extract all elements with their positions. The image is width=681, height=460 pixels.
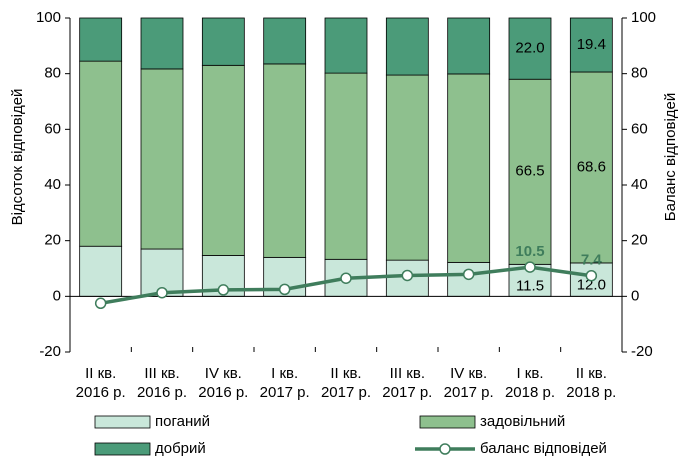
line-label: 10.5 — [515, 243, 544, 260]
y-tick-label: -20 — [39, 343, 61, 360]
x-tick-label: 2017 р. — [260, 384, 310, 401]
bar-segment — [140, 17, 184, 70]
y2-axis-label: Баланс відповідей — [662, 93, 679, 222]
x-tick-label: 2016 р. — [137, 384, 187, 401]
y2-tick-label: 0 — [631, 287, 639, 304]
data-label: 66.5 — [515, 163, 544, 180]
x-tick-label: II кв. — [85, 365, 116, 382]
bar-segment — [508, 17, 552, 80]
line-marker — [401, 269, 414, 282]
x-tick-label: 2016 р. — [76, 384, 126, 401]
y2-tick-label: -20 — [631, 343, 653, 360]
x-tick-label: 2018 р. — [566, 384, 616, 401]
x-tick-label: 2017 р. — [382, 384, 432, 401]
bar-segment — [569, 17, 613, 73]
data-label: 22.0 — [515, 40, 544, 57]
bar-segment — [79, 60, 123, 247]
y-tick-label: 100 — [36, 9, 61, 26]
bar-segment — [508, 78, 552, 265]
bar-segment — [569, 71, 613, 264]
line-marker — [94, 297, 107, 310]
line-marker — [217, 284, 230, 296]
x-tick-label: IV кв. — [450, 365, 487, 382]
y-axis-label: Відсоток відповідей — [9, 89, 26, 226]
legend-label: добрий — [155, 440, 206, 457]
legend-swatch — [94, 415, 151, 429]
bar-segment — [447, 17, 491, 75]
x-tick-label: 2017 р. — [444, 384, 494, 401]
line-marker — [156, 286, 168, 299]
legend-marker — [439, 443, 451, 455]
bar-segment — [447, 73, 491, 263]
x-tick-label: III кв. — [144, 365, 179, 382]
x-tick-label: I кв. — [516, 365, 543, 382]
legend-label: баланс відповідей — [480, 440, 607, 457]
data-label: 12.0 — [577, 277, 606, 294]
bar-segment — [385, 74, 429, 261]
line-marker — [340, 272, 352, 284]
bar-segment — [140, 68, 184, 250]
y2-tick-label: 40 — [631, 176, 648, 193]
x-tick-label: 2018 р. — [505, 384, 555, 401]
legend-swatch — [94, 442, 151, 456]
legend-label: задовільний — [480, 413, 565, 430]
x-tick-label: IV кв. — [205, 365, 242, 382]
y-tick-label: 60 — [44, 120, 61, 137]
x-tick-label: III кв. — [390, 365, 425, 382]
bar-segment — [201, 64, 245, 256]
y-tick-label: 80 — [44, 65, 61, 82]
y2-tick-label: 60 — [631, 120, 648, 137]
bar-segment — [324, 17, 368, 74]
data-label: 11.5 — [516, 277, 544, 294]
line-marker — [585, 269, 598, 282]
bar-segment — [263, 63, 307, 258]
legend-swatch — [419, 415, 476, 429]
x-tick-label: I кв. — [271, 365, 298, 382]
y2-tick-label: 20 — [631, 232, 648, 249]
bar-segment — [79, 17, 123, 62]
x-tick-label: II кв. — [576, 365, 607, 382]
bar-segment — [385, 17, 429, 76]
line-marker — [278, 283, 291, 296]
y2-tick-label: 80 — [631, 65, 648, 82]
bar-segment — [79, 245, 123, 297]
x-tick-label: II кв. — [330, 365, 361, 382]
y-tick-label: 40 — [44, 176, 61, 193]
y-tick-label: 20 — [44, 232, 61, 249]
x-tick-label: 2017 р. — [321, 384, 371, 401]
y2-tick-label: 100 — [631, 9, 656, 26]
line-label: 7.4 — [581, 252, 603, 269]
line-marker — [524, 261, 536, 273]
x-tick-label: 2016 р. — [198, 384, 248, 401]
bar-segment — [263, 17, 307, 65]
bar-segment — [201, 17, 245, 66]
y-tick-label: 0 — [53, 287, 61, 304]
data-label: 19.4 — [577, 36, 606, 53]
data-label: 68.6 — [577, 158, 606, 175]
line-marker — [462, 268, 475, 281]
legend-label: поганий — [155, 413, 210, 430]
bar-segment — [324, 72, 368, 260]
